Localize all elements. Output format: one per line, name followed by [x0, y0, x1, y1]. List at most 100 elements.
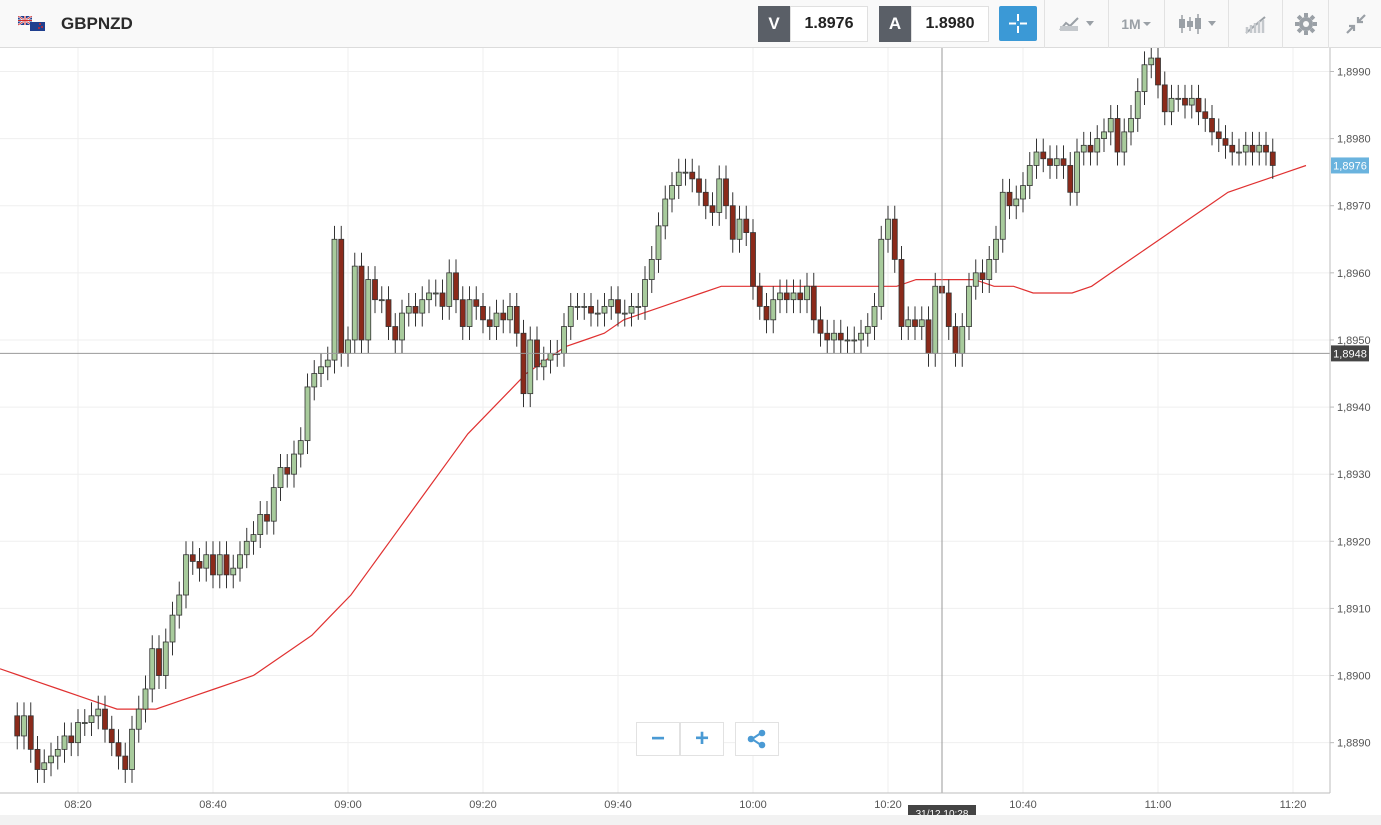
candle-body-up [581, 306, 588, 308]
candle-body-down [385, 299, 392, 327]
candle-body-up [230, 567, 237, 576]
candle-body-up [277, 467, 284, 489]
candle-body-up [1256, 144, 1263, 153]
settings-button[interactable] [1288, 6, 1324, 41]
candle [1107, 105, 1114, 146]
drawing-tools-icon [1245, 15, 1266, 34]
candle-body-up [21, 715, 27, 737]
candle-body-down [108, 728, 115, 744]
candle [1026, 152, 1033, 200]
candle-body-down [439, 292, 446, 307]
candle [378, 286, 385, 314]
candle-body-up [716, 178, 723, 213]
candle [27, 702, 34, 763]
y-tick-label: 1,8930 [1337, 469, 1371, 481]
candle-body-up [1053, 158, 1060, 166]
sell-quote[interactable]: V 1.8976 [758, 5, 868, 43]
candle-body-down [783, 292, 790, 301]
x-tick-label: 10:20 [874, 799, 902, 811]
candle [453, 259, 459, 314]
candle-body-down [115, 742, 122, 757]
y-tick-label: 1,8910 [1337, 603, 1371, 615]
zoom-out-button[interactable]: − [636, 722, 680, 756]
x-tick-label: 08:20 [64, 799, 92, 811]
candle [1128, 105, 1134, 146]
x-tick-label: 11:20 [1280, 799, 1307, 811]
y-tick-label: 1,8900 [1337, 671, 1371, 683]
buy-quote[interactable]: A 1.8980 [879, 5, 989, 43]
candle-body-up [770, 299, 777, 321]
candle-body-up [601, 306, 608, 314]
candle [999, 178, 1006, 253]
candle-body-up [918, 319, 925, 327]
candle-body-down [1006, 191, 1013, 207]
candle [966, 272, 972, 340]
x-tick-label: 11:00 [1145, 799, 1172, 811]
candle [844, 326, 851, 354]
candle-body-up [1013, 198, 1020, 207]
candle-body-up [662, 198, 669, 227]
candle-body-up [790, 292, 797, 301]
chart-type-button[interactable] [1050, 6, 1102, 41]
price-chart[interactable]: 08:20 08:40 09:00 09:20 09:40 10:00 10:20 10:40… [0, 48, 1381, 815]
candle [1215, 118, 1222, 153]
candle-body-up [594, 312, 601, 315]
candle [912, 306, 918, 340]
candles-button[interactable] [1170, 6, 1224, 41]
timeframe-dropdown[interactable]: 1M [1112, 6, 1162, 41]
sell-price: 1.8976 [790, 6, 868, 42]
candle [945, 279, 952, 340]
candle [405, 292, 412, 327]
collapse-button[interactable] [1336, 6, 1376, 41]
candle-body-up [858, 332, 864, 341]
candle [905, 306, 912, 340]
x-tick-label: 09:20 [469, 799, 497, 811]
settings-icon [1295, 12, 1317, 35]
candle [324, 346, 331, 381]
bottom-scrollbar[interactable] [0, 815, 1381, 825]
candle-body-up [655, 225, 662, 260]
candle [493, 299, 500, 340]
candle [61, 722, 68, 763]
zoom-in-button[interactable]: + [680, 722, 724, 756]
candle [264, 501, 270, 535]
candle-body-up [999, 191, 1006, 240]
candle-body-up [61, 735, 68, 750]
candle [331, 225, 338, 374]
candle-body-up [176, 594, 183, 616]
share-button[interactable] [735, 722, 779, 756]
candle [1080, 131, 1087, 166]
candle [1161, 71, 1168, 126]
candle-body-up [378, 299, 385, 302]
candle-body-down [952, 326, 959, 354]
y-tick-label: 1,8920 [1337, 536, 1371, 548]
candle-body-up [95, 708, 102, 717]
candle-body-down [338, 238, 345, 354]
share-icon [747, 729, 766, 749]
candle [1020, 172, 1026, 213]
candle [54, 735, 61, 770]
candle [864, 313, 871, 347]
candle [689, 158, 696, 193]
candle-body-down [756, 285, 763, 307]
candle [284, 454, 291, 488]
candle-body-down [1209, 118, 1215, 133]
candle [783, 279, 790, 314]
candle [203, 541, 210, 582]
candle-body-down [1222, 138, 1229, 146]
candle [1263, 131, 1269, 166]
candle-body-down [723, 178, 729, 207]
candle [1141, 51, 1148, 106]
candle-body-up [1168, 97, 1175, 113]
crosshair-button[interactable] [999, 6, 1037, 41]
candle [986, 245, 993, 293]
candle [1256, 131, 1263, 166]
candle [702, 178, 709, 220]
candle-body-up [257, 514, 264, 535]
candle [162, 628, 169, 689]
candle [230, 554, 237, 589]
candle [709, 192, 716, 226]
candle [291, 440, 297, 488]
candle [1101, 118, 1107, 153]
drawing-tools-button[interactable] [1234, 6, 1278, 41]
